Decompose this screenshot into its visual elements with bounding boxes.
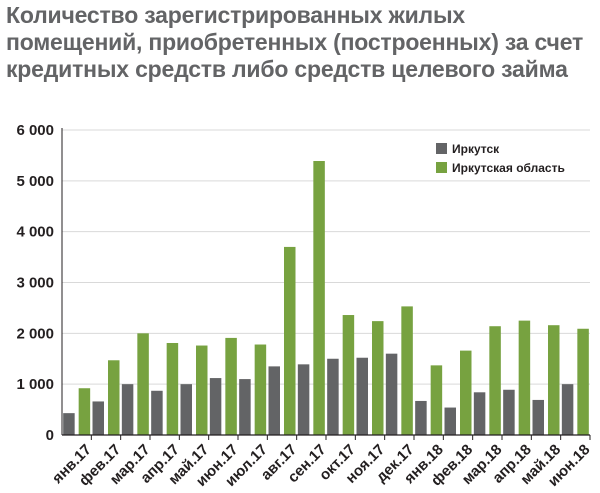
bar-irkutsk xyxy=(180,384,192,435)
bar-irkutsk xyxy=(473,392,486,435)
bar-irkutsk-oblast xyxy=(489,326,501,435)
y-axis-ticks: 0 1 000 2 000 3 000 4 000 5 000 6 000 xyxy=(16,122,54,444)
chart-title: Количество зарегистрированных жилых поме… xyxy=(6,2,584,82)
y-tick-label: 3 000 xyxy=(16,275,54,292)
bar-irkutsk-oblast xyxy=(313,161,325,435)
bar-irkutsk-oblast xyxy=(225,337,237,435)
bar-irkutsk xyxy=(415,400,427,435)
bar-irkutsk xyxy=(63,413,75,435)
bar-irkutsk-oblast xyxy=(518,320,531,435)
bar-irkutsk-oblast xyxy=(108,360,120,435)
y-tick-label: 6 000 xyxy=(16,122,54,139)
x-axis-ticks: янв.17фев.17мар.17апр.17май.17июн.17июл.… xyxy=(49,441,594,490)
bar-irkutsk xyxy=(385,353,398,435)
bar-irkutsk-oblast xyxy=(460,350,472,435)
legend-label-irkutsk-oblast: Иркутская область xyxy=(452,161,565,175)
bar-irkutsk xyxy=(503,389,515,435)
bar-irkutsk-oblast xyxy=(78,388,91,435)
bar-irkutsk xyxy=(444,407,456,435)
bar-irkutsk-oblast xyxy=(166,342,179,435)
bar-irkutsk xyxy=(209,378,222,435)
y-tick-label: 5 000 xyxy=(16,173,54,190)
bar-irkutsk xyxy=(239,379,251,435)
y-tick-label: 1 000 xyxy=(16,376,54,393)
bar-irkutsk-oblast xyxy=(430,365,443,435)
bar-irkutsk-oblast xyxy=(342,315,355,435)
legend-swatch-irkutsk-oblast xyxy=(436,162,447,173)
bar-irkutsk-oblast xyxy=(196,345,208,435)
bar-irkutsk xyxy=(297,364,310,435)
bar-irkutsk xyxy=(151,390,163,435)
y-tick-label: 0 xyxy=(46,427,54,444)
bar-irkutsk-oblast xyxy=(548,325,560,435)
bars xyxy=(63,161,589,435)
y-tick-label: 4 000 xyxy=(16,224,54,241)
y-tick-label: 2 000 xyxy=(16,325,54,342)
legend-label-irkutsk: Иркутск xyxy=(452,142,500,156)
bar-irkutsk xyxy=(356,357,368,435)
bar-irkutsk xyxy=(327,358,339,435)
legend: Иркутск Иркутская область xyxy=(436,142,565,175)
bar-irkutsk-oblast xyxy=(372,321,384,435)
bar-irkutsk xyxy=(561,384,574,435)
bar-irkutsk-oblast xyxy=(577,328,589,435)
bar-irkutsk-oblast xyxy=(401,306,413,435)
bar-irkutsk xyxy=(532,399,544,435)
axes xyxy=(61,128,591,440)
bar-irkutsk xyxy=(92,401,104,435)
bar-irkutsk-oblast xyxy=(137,333,149,435)
bar-irkutsk xyxy=(121,384,134,435)
bar-irkutsk-oblast xyxy=(284,246,296,435)
legend-swatch-irkutsk xyxy=(436,143,447,154)
bar-irkutsk-oblast xyxy=(254,344,267,435)
gridlines xyxy=(62,129,590,385)
bar-irkutsk xyxy=(268,366,280,435)
